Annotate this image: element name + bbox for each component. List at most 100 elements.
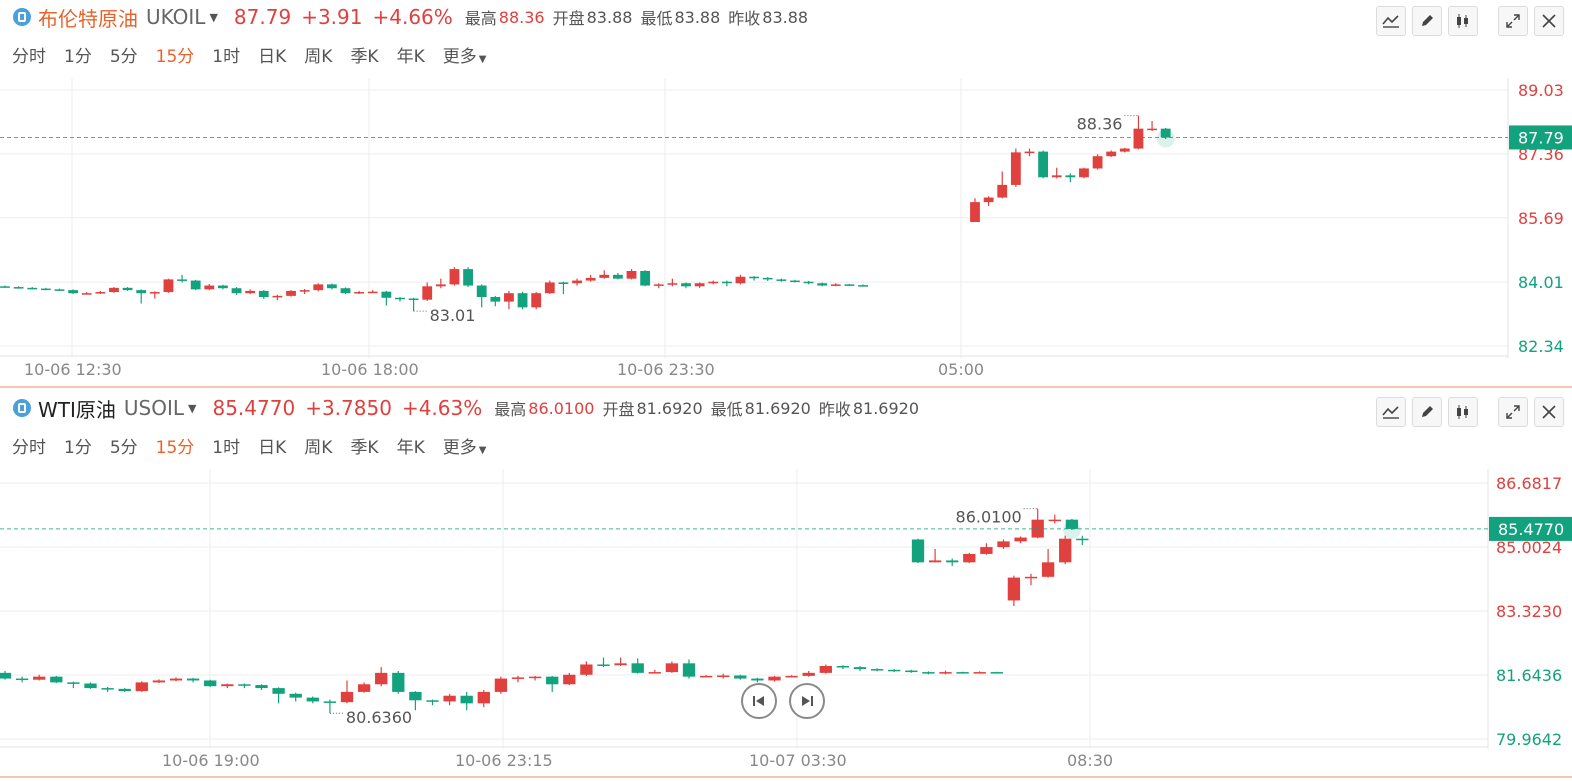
candle-body xyxy=(354,292,365,294)
period-tab[interactable]: 年K xyxy=(396,438,425,458)
period-tab[interactable]: 1时 xyxy=(212,438,241,458)
last-price-tag xyxy=(1489,516,1572,541)
period-tab[interactable]: 更多 ▼ xyxy=(442,438,487,458)
draw-icon[interactable] xyxy=(1412,397,1442,427)
period-tab[interactable]: 5分 xyxy=(109,438,138,458)
candle-body xyxy=(803,281,814,284)
draw-icon[interactable] xyxy=(1412,6,1442,36)
candle-body xyxy=(84,683,97,689)
period-tab[interactable]: 1分 xyxy=(64,47,92,67)
period-tab[interactable]: 更多 ▼ xyxy=(442,47,487,67)
candle-body xyxy=(963,553,976,563)
candle-body xyxy=(558,282,569,284)
symbol-name[interactable]: 布伦特原油 xyxy=(38,6,138,31)
period-tab[interactable]: 15分 xyxy=(155,47,195,67)
candle-body xyxy=(1024,151,1035,154)
candle-body xyxy=(289,693,302,698)
y-tick-label: 85.0024 xyxy=(1496,538,1562,557)
price-change-pct: +4.63% xyxy=(401,396,483,420)
candle-body xyxy=(1079,168,1089,178)
period-tab[interactable]: 15分 xyxy=(155,438,195,458)
period-tab[interactable]: 1分 xyxy=(64,438,92,458)
high-value: 88.36 xyxy=(498,7,545,27)
period-tab[interactable]: 日K xyxy=(258,438,287,458)
candle-body xyxy=(817,283,828,286)
period-tab[interactable]: 周K xyxy=(304,438,333,458)
candle-body xyxy=(218,285,228,289)
x-tick-label: 10-07 03:30 xyxy=(749,751,847,770)
low-value: 83.88 xyxy=(674,7,721,27)
candle-body xyxy=(1038,151,1049,178)
symbol-dropdown-icon[interactable]: ▼ xyxy=(188,401,197,415)
symbol-dropdown-icon[interactable]: ▼ xyxy=(209,10,218,24)
candle-body xyxy=(751,678,764,681)
candle-body xyxy=(375,672,388,685)
candle-body xyxy=(40,288,51,291)
symbol-name[interactable]: WTI原油 xyxy=(38,397,116,422)
candle-body xyxy=(204,285,215,290)
x-tick-label: 10-06 18:00 xyxy=(321,360,419,379)
candle-body xyxy=(734,675,747,679)
period-tabs: 分时 1分 5分 15分 1时 日K 周K 季K 年K 更多 ▼ xyxy=(12,433,504,458)
fullscreen-icon[interactable] xyxy=(1498,397,1528,427)
skip-back-icon[interactable] xyxy=(741,683,777,719)
candle-body xyxy=(544,282,555,294)
period-tab[interactable]: 分时 xyxy=(12,47,46,67)
price-change-pct: +4.66% xyxy=(372,5,453,29)
x-tick-label: 10-06 12:30 xyxy=(24,360,122,379)
candle-body xyxy=(272,688,285,694)
period-tab[interactable]: 分时 xyxy=(12,438,46,458)
live-pulse xyxy=(1156,129,1175,148)
period-tab[interactable]: 周K xyxy=(304,47,333,67)
candlestick-chart[interactable]: 86.6817 85.0024 83.3230 81.6436 79.9642 85.47… xyxy=(0,469,1572,749)
close-icon[interactable] xyxy=(1534,397,1564,427)
period-tab[interactable]: 季K xyxy=(350,47,379,67)
candle-body xyxy=(443,695,456,702)
candle-body xyxy=(1065,519,1079,529)
candle-body xyxy=(699,675,713,678)
candle-body xyxy=(1160,128,1171,138)
max-marker-label: 86.0100 xyxy=(956,508,1022,527)
candle-body xyxy=(367,291,378,294)
candle-body xyxy=(101,688,114,690)
candle-body xyxy=(970,202,980,223)
candle-body xyxy=(790,280,800,283)
candle-body xyxy=(1024,576,1038,579)
candle-body xyxy=(653,284,664,286)
candle-body xyxy=(531,293,542,308)
high-value: 86.0100 xyxy=(528,398,595,418)
period-tab[interactable]: 5分 xyxy=(109,47,138,67)
candle-type-icon[interactable] xyxy=(1448,397,1478,427)
indicator-icon[interactable] xyxy=(1376,397,1406,427)
indicator-icon[interactable] xyxy=(1376,6,1406,36)
period-tab[interactable]: 1时 xyxy=(212,47,241,67)
skip-forward-icon[interactable] xyxy=(789,683,825,719)
candle-body xyxy=(599,274,610,278)
symbol-code[interactable]: UKOIL xyxy=(146,5,206,29)
candle-body xyxy=(1041,562,1055,577)
candle-type-icon[interactable] xyxy=(1448,6,1478,36)
close-icon[interactable] xyxy=(1534,6,1564,36)
period-tab[interactable]: 日K xyxy=(258,47,287,67)
candle-body xyxy=(776,279,787,281)
candlestick-chart[interactable]: 89.03 87.36 85.69 84.01 82.34 87.79 88.36 83.01 xyxy=(0,78,1572,358)
x-tick-label: 08:30 xyxy=(1067,751,1114,770)
candle-body xyxy=(306,697,319,702)
price-change: +3.7850 xyxy=(305,396,392,420)
candle-body xyxy=(118,688,131,692)
period-tab[interactable]: 季K xyxy=(350,438,379,458)
candle-body xyxy=(785,675,798,678)
candle-body xyxy=(922,672,935,674)
y-tick-label: 84.01 xyxy=(1518,273,1564,292)
candle-body xyxy=(517,293,528,308)
symbol-code[interactable]: USOIL xyxy=(123,396,185,420)
candle-body xyxy=(749,276,760,279)
candle-body xyxy=(1007,577,1021,601)
period-tab[interactable]: 年K xyxy=(396,47,425,67)
candle-body xyxy=(997,541,1010,548)
candle-body xyxy=(204,680,217,687)
fullscreen-icon[interactable] xyxy=(1498,6,1528,36)
candle-body xyxy=(27,287,38,290)
candle-body xyxy=(1010,152,1021,185)
candle-body xyxy=(323,701,337,703)
